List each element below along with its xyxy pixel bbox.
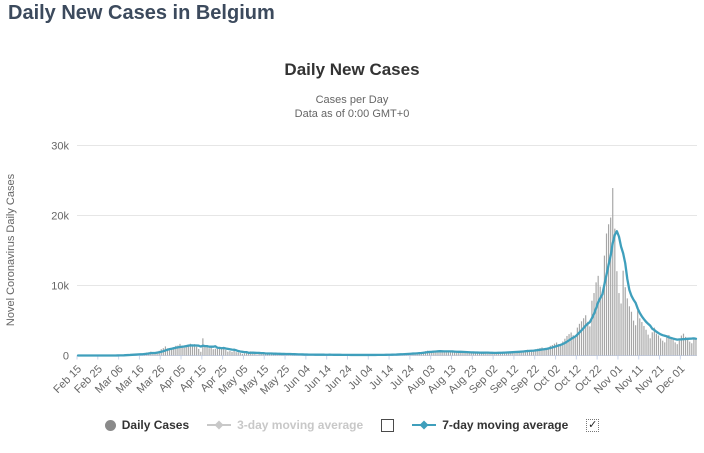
chart-title: Daily New Cases bbox=[284, 60, 420, 79]
svg-text:Novel Coronavirus Daily Cases: Novel Coronavirus Daily Cases bbox=[5, 173, 17, 326]
svg-text:20k: 20k bbox=[51, 211, 69, 223]
legend-item-7day-average[interactable]: 7-day moving average bbox=[412, 418, 568, 432]
chart-subtitle-line2: Data as of 0:00 GMT+0 bbox=[294, 108, 410, 120]
svg-text:0: 0 bbox=[63, 351, 69, 363]
daily-cases-marker-icon bbox=[104, 419, 116, 431]
3day-average-checkbox[interactable] bbox=[381, 418, 395, 432]
check-icon: ✓ bbox=[588, 418, 598, 431]
line-diamond-icon bbox=[412, 420, 437, 430]
legend-item-daily-cases[interactable]: Daily Cases bbox=[104, 418, 190, 432]
page-title: Daily New Cases in Belgium bbox=[8, 2, 275, 24]
line-diamond-icon bbox=[207, 420, 232, 430]
chart-subtitle-line1: Cases per Day bbox=[315, 94, 389, 106]
7day-average-checkbox[interactable]: ✓ bbox=[586, 418, 600, 432]
svg-text:30k: 30k bbox=[51, 141, 69, 153]
legend-label-daily-cases: Daily Cases bbox=[121, 418, 190, 432]
legend-item-3day-average[interactable]: 3-day moving average bbox=[207, 418, 363, 432]
legend-label-7day-average: 7-day moving average bbox=[442, 418, 569, 432]
chart-legend: Daily Cases 3-day moving average 7-day m… bbox=[0, 418, 704, 432]
legend-label-3day-average: 3-day moving average bbox=[237, 418, 364, 432]
svg-text:10k: 10k bbox=[51, 281, 69, 293]
